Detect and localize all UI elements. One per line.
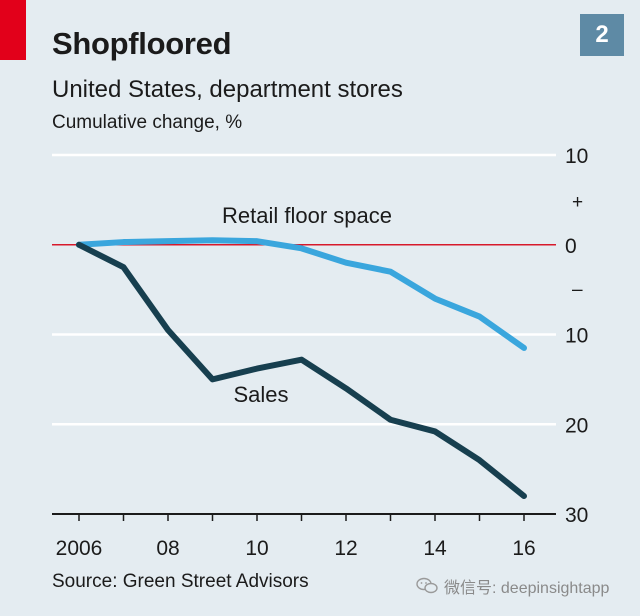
chart-subtitle: United States, department stores: [52, 76, 403, 103]
units-label: Cumulative change, %: [52, 112, 243, 133]
y-tick-label-3: 20: [565, 414, 588, 437]
sales-line: [76, 241, 527, 500]
y-tick-label-2: 10: [565, 325, 588, 348]
y-tick-label-4: 30: [565, 504, 588, 527]
series-label-retail-floor-space: Retail floor space: [222, 203, 392, 228]
y-minus-sign: –: [572, 280, 583, 301]
x-tick-label-16: 16: [512, 537, 535, 560]
y-tick-label-0: 10: [565, 145, 588, 168]
y-plus-sign: +: [572, 192, 583, 213]
source-note: Source: Green Street Advisors: [52, 571, 309, 592]
watermark: 微信号: deepinsightapp: [416, 574, 609, 598]
x-tick-label-08: 08: [156, 537, 179, 560]
y-tick-label-1: 0: [565, 235, 577, 258]
watermark-text: 微信号: deepinsightapp: [444, 580, 610, 597]
wechat-icon: [416, 577, 438, 594]
x-tick-label-2006: 2006: [56, 537, 103, 560]
x-tick-label-10: 10: [245, 537, 268, 560]
accent-bar: [0, 0, 26, 60]
chart-title: Shopfloored: [52, 26, 232, 61]
retail-floor-space-line: [76, 237, 527, 351]
x-tick-label-12: 12: [334, 537, 357, 560]
chart-number-badge: 2: [580, 14, 624, 56]
x-tick-label-14: 14: [423, 537, 447, 560]
series-label-sales: Sales: [233, 382, 288, 407]
